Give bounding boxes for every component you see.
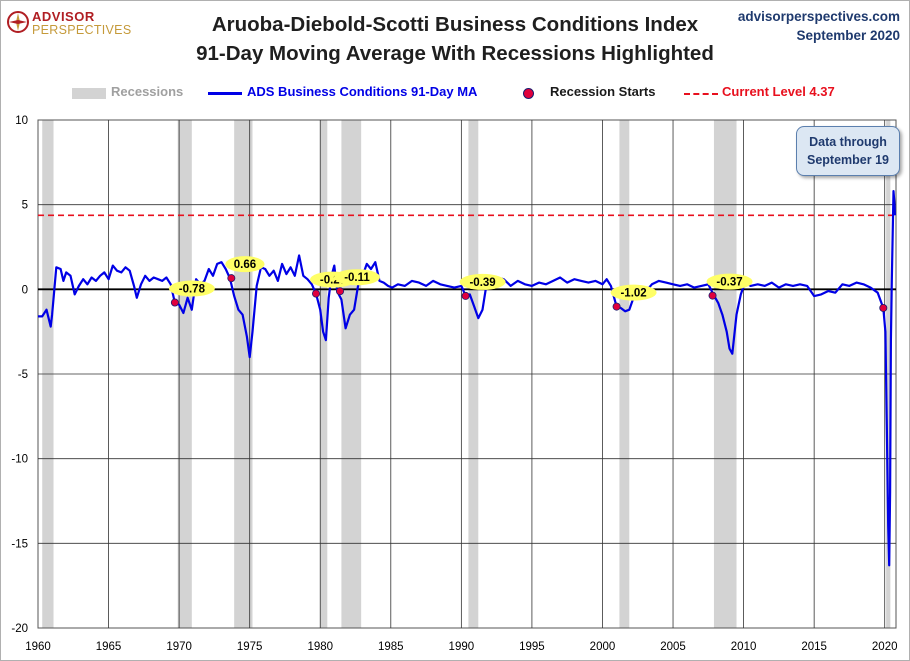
series-line-group — [38, 190, 896, 567]
recession-start-label: -0.78 — [179, 284, 206, 296]
recession-start-label: -0.11 — [344, 272, 370, 284]
legend-recession-swatch — [72, 88, 106, 99]
publication-date: September 2020 — [796, 28, 900, 43]
recession-start-label: -0.37 — [716, 277, 742, 289]
legend-series-swatch — [208, 92, 242, 95]
recession-start-label-bg — [459, 273, 506, 290]
recession-start-label: -0.39 — [469, 277, 495, 289]
y-tick-label: -5 — [18, 369, 28, 381]
recession-start-marker — [312, 289, 321, 298]
logo-text-bottom: PERSPECTIVES — [32, 23, 132, 37]
recession-start-marker — [612, 302, 621, 311]
y-tick-label: -15 — [11, 538, 28, 550]
x-tick-label: 1960 — [25, 641, 51, 653]
x-tick-label: 1965 — [96, 641, 122, 653]
y-tick-label: -20 — [11, 623, 28, 635]
x-tick-label: 2005 — [660, 641, 686, 653]
y-tick-label: 10 — [15, 115, 28, 127]
advisor-perspectives-logo: ADVISOR PERSPECTIVES — [6, 8, 146, 44]
x-tick-label: 2015 — [801, 641, 827, 653]
recession-start-label-bg — [225, 256, 265, 273]
x-tick-label: 2010 — [731, 641, 757, 653]
x-tick-label: 1975 — [237, 641, 263, 653]
site-info: advisorperspectives.com September 2020 — [738, 7, 900, 45]
gridlines — [37, 119, 897, 629]
legend: Recessions ADS Business Conditions 91-Da… — [0, 82, 910, 102]
chart-title-line1: Aruoba-Diebold-Scotti Business Condition… — [211, 13, 699, 36]
x-tick-label: 1980 — [307, 641, 333, 653]
y-tick-label: 5 — [22, 200, 28, 212]
legend-current-level-label: Current Level 4.37 — [722, 84, 835, 99]
recession-start-label-bg — [168, 280, 215, 297]
callout-line2: September 19 — [807, 153, 889, 167]
recession-start-marker — [335, 287, 344, 296]
legend-recessions-label: Recessions — [111, 84, 184, 99]
logo-text-top: ADVISOR — [32, 9, 95, 24]
recession-start-label: 0.66 — [234, 259, 256, 271]
legend-current-level-swatch — [684, 93, 718, 95]
recession-start-marker — [708, 291, 717, 300]
x-tick-label: 1995 — [519, 641, 545, 653]
recession-start-label-bg — [610, 284, 657, 301]
x-tick-label: 1990 — [449, 641, 475, 653]
x-tick-label: 1970 — [166, 641, 192, 653]
recession-start-label: -1.02 — [620, 288, 646, 300]
recession-start-marker — [227, 274, 236, 283]
axis-tick-labels: 1960 1965 1970 1975 1980 1985 1990 1995 2000 2005… — [11, 115, 897, 653]
callout-line1: Data through — [809, 135, 887, 149]
legend-recession-start-marker — [523, 88, 534, 99]
recession-start-label-bg — [706, 273, 753, 290]
y-tick-label: -10 — [11, 454, 28, 466]
recession-start-markers: -0.780.66-0.25-0.11 -0.39-1.02-0.37 — [168, 256, 888, 312]
recession-start-marker — [170, 298, 179, 307]
legend-recession-starts-label: Recession Starts — [550, 84, 656, 99]
ads-series-line — [38, 190, 896, 567]
x-tick-label: 1985 — [378, 641, 404, 653]
recession-start-marker — [461, 291, 470, 300]
data-through-callout: Data through September 19 — [796, 126, 900, 176]
legend-series-label: ADS Business Conditions 91-Day MA — [247, 84, 478, 99]
y-tick-label: 0 — [22, 284, 28, 296]
chart-title-line2: 91-Day Moving Average With Recessions Hi… — [196, 42, 714, 65]
x-tick-label: 2020 — [872, 641, 898, 653]
recession-start-marker — [879, 303, 888, 312]
recession-start-label-bg — [333, 269, 380, 286]
x-tick-label: 2000 — [590, 641, 616, 653]
compass-logo-icon — [7, 11, 29, 33]
site-url: advisorperspectives.com — [737, 9, 900, 24]
